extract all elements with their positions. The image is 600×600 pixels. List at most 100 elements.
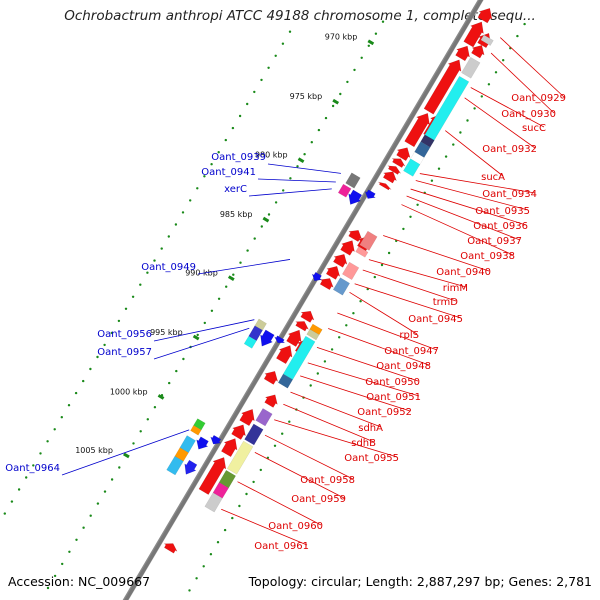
guide-dot: [259, 468, 262, 472]
guide-dot: [466, 119, 469, 122]
guide-dot: [480, 95, 483, 98]
reverse-gene-label[interactable]: Oant_0961: [254, 541, 309, 552]
reverse-gene-label[interactable]: Oant_0932: [482, 144, 537, 155]
forward-leader-line: [153, 327, 250, 360]
guide-dot: [189, 199, 192, 202]
guide-dot: [188, 589, 191, 592]
reverse-cds-arrow: [163, 543, 178, 554]
guide-dot: [317, 128, 321, 132]
reverse-gene-label[interactable]: Oant_0945: [408, 314, 463, 325]
guide-dot: [281, 432, 284, 435]
guide-dot: [274, 201, 278, 204]
guide-dot: [452, 143, 455, 146]
forward-leader-line: [197, 259, 291, 275]
guide-dot: [288, 30, 292, 33]
reverse-gene-label[interactable]: Oant_0950: [365, 377, 420, 388]
guide-dot: [353, 68, 356, 72]
reverse-gene-label[interactable]: Oant_0930: [501, 109, 556, 120]
reverse-gene-label[interactable]: Oant_0955: [344, 453, 399, 464]
reverse-gene-label[interactable]: Oant_0952: [357, 407, 412, 418]
reverse-leader-line: [337, 312, 438, 351]
reverse-leader-line: [368, 259, 467, 288]
orange-feature: [190, 425, 202, 436]
blue-gray-feature: [414, 141, 431, 158]
reverse-gene-label[interactable]: Oant_0929: [511, 93, 566, 104]
guide-dot: [117, 319, 121, 323]
guide-dot: [32, 464, 35, 467]
reverse-cds-arrow: [275, 345, 293, 365]
forward-gene-label[interactable]: Oant_0957: [97, 347, 152, 358]
guide-dot: [46, 586, 50, 590]
reverse-gene-label[interactable]: sdhB: [351, 438, 376, 449]
reverse-leader-line: [307, 362, 420, 397]
reverse-cds-arrow: [471, 44, 485, 59]
reverse-gene-label[interactable]: Oant_0947: [384, 346, 439, 357]
reverse-gene-label[interactable]: Oant_0959: [291, 494, 346, 505]
guide-dot: [175, 369, 178, 373]
guide-dot: [387, 251, 391, 255]
reverse-gene-label[interactable]: Oant_0934: [482, 189, 537, 200]
reverse-gene-label[interactable]: Oant_0951: [366, 392, 421, 403]
guide-dot: [153, 259, 156, 262]
reverse-cds-arrow: [423, 59, 462, 115]
guide-dot: [380, 263, 384, 267]
guide-dot: [210, 309, 214, 312]
guide-dot: [296, 165, 299, 168]
ruler-tick-label: 970 kbp: [325, 33, 358, 42]
reverse-gene-label[interactable]: Oant_0936: [473, 221, 528, 232]
guide-dot: [139, 283, 142, 286]
reverse-cds-arrow: [294, 321, 310, 332]
guide-dot: [246, 249, 249, 252]
reverse-gene-label[interactable]: sucC: [522, 123, 546, 134]
forward-gene-label[interactable]: Oant_0964: [5, 463, 60, 474]
guide-dot: [282, 189, 285, 192]
reverse-gene-label[interactable]: Oant_0935: [475, 206, 530, 217]
gray-feature: [461, 56, 481, 79]
ruler-tick-label: 985 kbp: [220, 210, 253, 219]
guide-dot: [231, 126, 235, 130]
guide-dot: [367, 44, 370, 47]
reverse-cds-arrow: [264, 394, 278, 408]
reverse-gene-label[interactable]: sdhA: [358, 423, 383, 434]
guide-dot: [89, 514, 92, 517]
forward-gene-label[interactable]: Oant_0956: [97, 329, 152, 340]
reverse-gene-label[interactable]: Oant_0960: [268, 521, 323, 532]
reverse-gene-label[interactable]: rimM: [443, 283, 468, 294]
guide-dot: [61, 562, 64, 566]
forward-gene-label[interactable]: Oant_0939: [211, 152, 266, 163]
gray-feature: [204, 492, 223, 513]
map-title: Ochrobactrum anthropi ATCC 49188 chromos…: [64, 8, 536, 24]
guide-dot: [231, 516, 234, 520]
reverse-leader-line: [283, 403, 375, 443]
guide-dot: [17, 488, 21, 491]
reverse-leader-line: [415, 180, 529, 211]
reverse-gene-label[interactable]: Oant_0958: [300, 475, 355, 486]
reverse-gene-label[interactable]: Oant_0938: [460, 251, 515, 262]
forward-gene-label[interactable]: Oant_0941: [201, 167, 256, 178]
guide-dot: [309, 384, 312, 387]
salmon-feature: [341, 261, 360, 281]
reverse-gene-label[interactable]: Oant_0940: [436, 267, 491, 278]
ruler-tick-label: 1000 kbp: [110, 387, 148, 396]
guide-dot: [146, 271, 149, 274]
ruler-tick: [367, 39, 375, 46]
forward-gene-label[interactable]: Oant_0949: [141, 262, 196, 273]
reverse-leader-line: [300, 375, 411, 412]
reverse-gene-label[interactable]: sucA: [481, 172, 505, 183]
reverse-cds-arrow: [463, 21, 484, 48]
reverse-cds-arrow: [455, 45, 470, 62]
reverse-gene-label[interactable]: Oant_0937: [467, 236, 522, 247]
reverse-cds-arrow: [239, 408, 255, 427]
forward-cds-arrow: [260, 329, 275, 347]
ruler-tick-label: 980 kbp: [255, 151, 288, 160]
forward-gene-label[interactable]: xerC: [224, 184, 247, 195]
guide-dot: [153, 406, 157, 409]
ruler-tick: [157, 394, 165, 400]
reverse-leader-line: [274, 419, 398, 458]
reverse-gene-label[interactable]: rplS: [399, 330, 419, 341]
reverse-gene-label[interactable]: Oant_0948: [376, 361, 431, 372]
guide-dot: [132, 442, 135, 445]
reverse-gene-label[interactable]: trmD: [433, 297, 459, 308]
